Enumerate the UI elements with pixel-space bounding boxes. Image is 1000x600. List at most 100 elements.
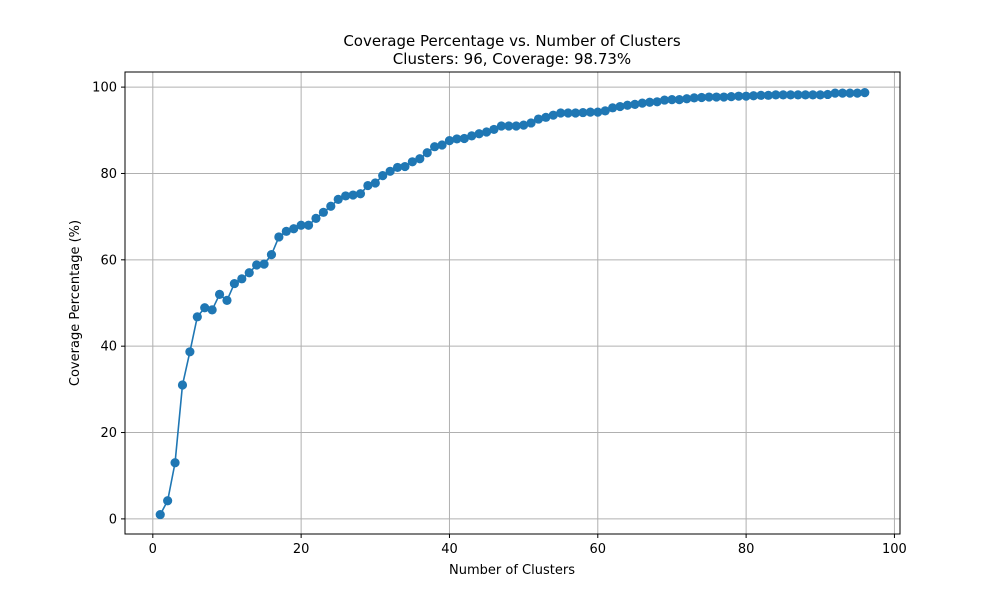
data-point	[563, 108, 573, 118]
data-point	[815, 90, 825, 100]
data-point	[667, 95, 677, 105]
data-point	[341, 191, 351, 201]
data-point	[711, 92, 722, 102]
data-point	[489, 124, 499, 135]
y-tick-label: 100	[92, 81, 117, 96]
data-point	[348, 190, 358, 200]
data-point	[734, 91, 744, 101]
data-point	[504, 121, 514, 131]
data-point	[281, 226, 291, 236]
x-tick-label: 40	[441, 542, 458, 557]
data-point	[845, 88, 855, 98]
data-point	[185, 347, 195, 357]
axis-ticks: 0 20 40 60 80 100 0 20 40 60 80 100	[92, 81, 907, 557]
x-tick-label: 100	[882, 542, 907, 557]
data-point	[674, 95, 684, 105]
data-point	[214, 289, 225, 299]
data-point	[741, 91, 751, 101]
data-point	[229, 278, 239, 289]
data-point	[771, 90, 781, 100]
y-tick-label: 60	[100, 253, 117, 268]
data-point	[748, 91, 759, 101]
data-point	[786, 90, 796, 100]
data-point	[422, 148, 432, 158]
data-point	[719, 92, 729, 102]
data-point	[637, 98, 647, 108]
data-point	[392, 162, 403, 173]
x-tick-label: 60	[590, 542, 607, 557]
data-point	[793, 90, 803, 100]
data-point	[860, 87, 870, 98]
data-point	[355, 189, 366, 199]
data-point	[570, 108, 581, 118]
data-point	[519, 120, 529, 130]
data-point	[252, 260, 262, 270]
data-point	[318, 207, 328, 217]
data-point	[852, 88, 862, 98]
chart-subtitle: Clusters: 96, Coverage: 98.73%	[393, 50, 631, 68]
data-point	[370, 178, 380, 188]
data-point	[704, 92, 714, 102]
data-point	[452, 134, 462, 144]
x-tick-label: 80	[738, 542, 755, 557]
data-point	[430, 142, 440, 152]
data-point	[808, 90, 818, 100]
data-point	[222, 295, 232, 306]
data-point	[244, 268, 254, 278]
data-point	[474, 129, 484, 139]
data-point	[608, 103, 618, 113]
data-point	[266, 250, 277, 260]
data-point	[837, 88, 848, 98]
data-point	[303, 220, 314, 230]
data-point	[697, 92, 707, 103]
data-point	[800, 90, 811, 100]
data-point	[578, 107, 588, 118]
data-point	[756, 90, 766, 100]
data-point	[237, 274, 247, 284]
data-point	[763, 90, 773, 100]
data-point	[200, 303, 210, 313]
data-point	[645, 97, 655, 107]
plot-frame	[124, 71, 901, 535]
data-point	[400, 161, 410, 172]
series-line	[159, 91, 865, 515]
data-point	[511, 121, 521, 131]
data-point	[444, 136, 455, 146]
data-point	[311, 213, 321, 223]
data-point	[378, 171, 388, 181]
data-point	[274, 232, 284, 242]
data-point	[556, 108, 566, 118]
data-point	[296, 220, 306, 230]
data-point	[585, 107, 595, 117]
data-point	[177, 380, 188, 390]
data-point	[615, 101, 625, 112]
y-tick-label: 40	[100, 340, 117, 355]
data-point	[630, 99, 640, 109]
data-point	[259, 259, 269, 269]
data-point	[682, 94, 692, 104]
y-tick-label: 80	[100, 167, 117, 182]
data-point	[689, 93, 699, 103]
y-axis-label: Coverage Percentage (%)	[68, 220, 83, 386]
data-point	[289, 224, 299, 234]
data-point	[778, 90, 788, 100]
data-point	[333, 194, 343, 204]
data-point	[415, 154, 425, 164]
data-point	[496, 121, 506, 131]
data-point	[593, 107, 603, 117]
data-point	[170, 458, 180, 468]
data-point	[207, 305, 217, 315]
chart-title: Coverage Percentage vs. Number of Cluste…	[343, 32, 681, 50]
x-tick-label: 20	[293, 542, 310, 557]
data-point	[726, 92, 736, 102]
data-point	[548, 110, 558, 120]
data-point	[467, 131, 477, 141]
data-point	[407, 157, 417, 167]
data-point	[326, 201, 336, 211]
data-point	[363, 180, 373, 191]
data-point	[622, 100, 633, 110]
data-point	[541, 112, 551, 122]
data-point	[192, 312, 202, 322]
x-tick-label: 0	[149, 542, 157, 557]
